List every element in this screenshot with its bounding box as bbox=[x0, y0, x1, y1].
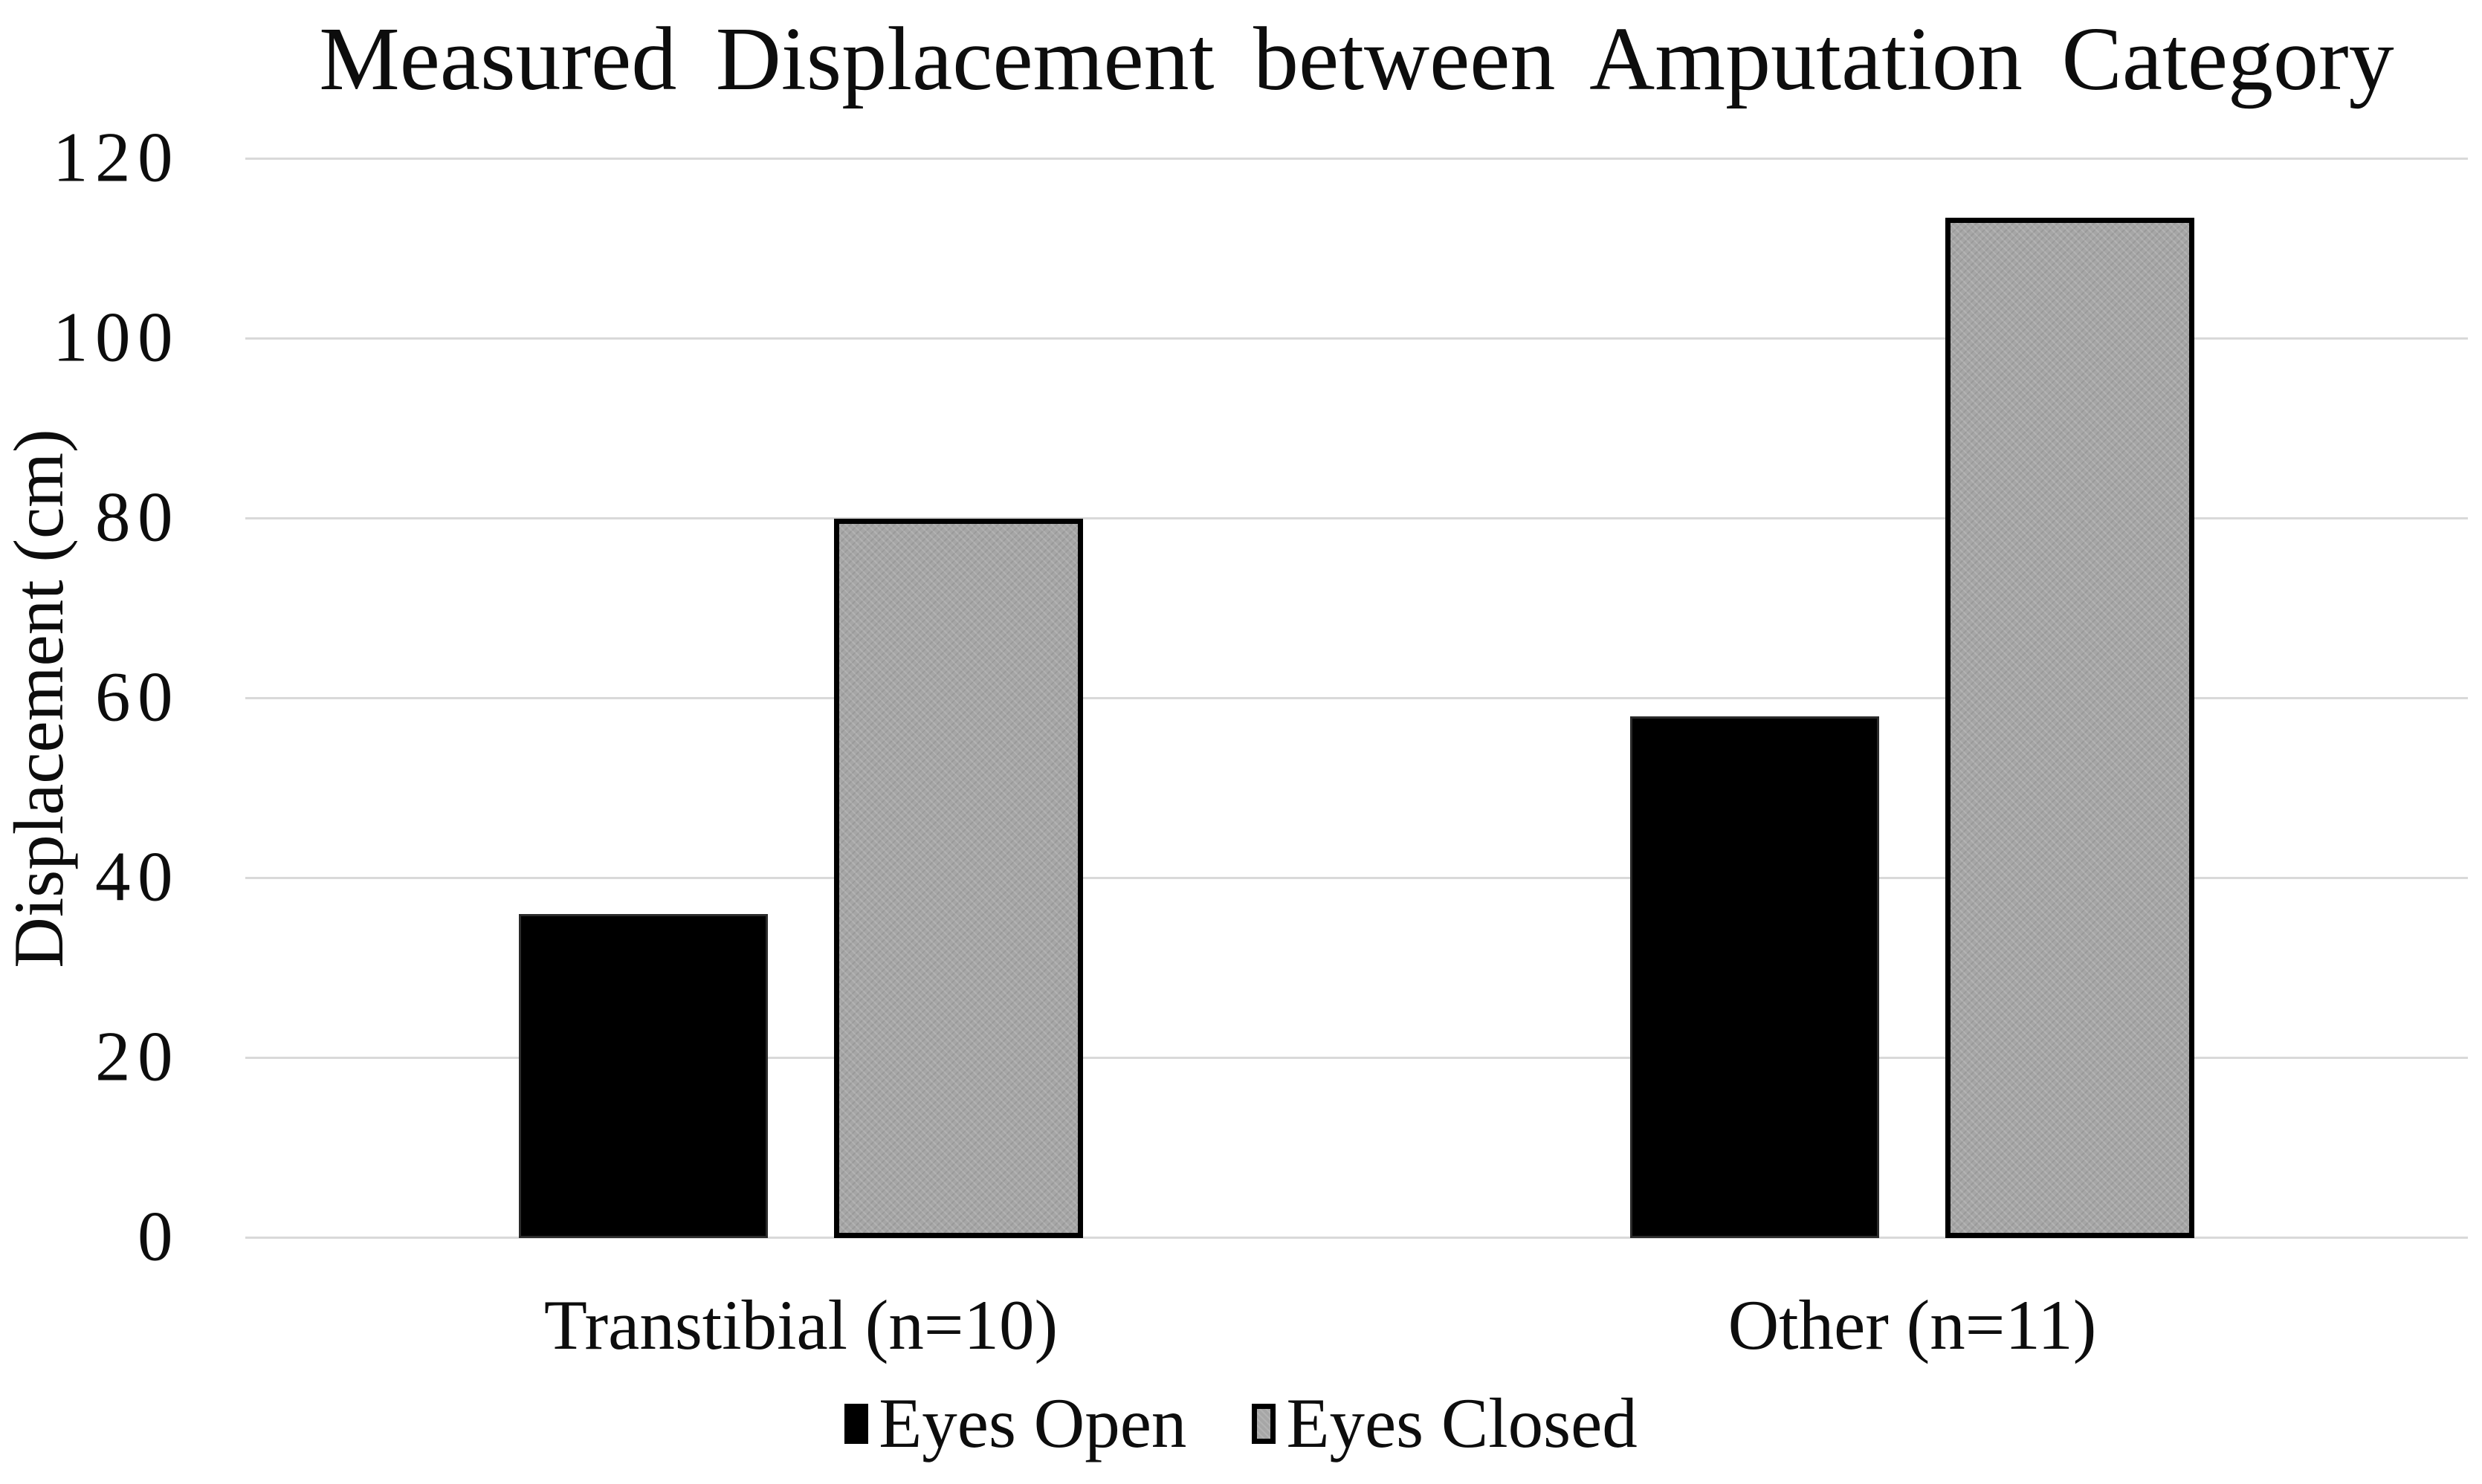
legend-item-eyes-closed: Eyes Closed bbox=[1252, 1384, 1638, 1462]
bar-transtibial-n-10-eyes-open bbox=[519, 914, 768, 1238]
gridline-20 bbox=[245, 1057, 2468, 1060]
y-tick-label-60: 60 bbox=[95, 657, 180, 736]
bar-other-n-11-eyes-closed bbox=[1945, 217, 2194, 1238]
legend-label-eyes-open: Eyes Open bbox=[879, 1384, 1187, 1462]
bar-other-n-11-eyes-open bbox=[1630, 716, 1879, 1238]
x-axis-label-other-n-11: Other (n=11) bbox=[1728, 1286, 2097, 1364]
legend-swatch-eyes-open bbox=[844, 1403, 869, 1444]
x-axis-label-transtibial-n-10: Transtibial (n=10) bbox=[543, 1286, 1059, 1364]
y-tick-label-100: 100 bbox=[53, 297, 180, 377]
plot-area bbox=[245, 158, 2468, 1239]
y-tick-label-80: 80 bbox=[95, 477, 180, 557]
legend-item-eyes-open: Eyes Open bbox=[844, 1388, 1186, 1459]
bar-transtibial-n-10-eyes-closed bbox=[834, 519, 1083, 1238]
gridline-60 bbox=[245, 697, 2468, 699]
gridline-0 bbox=[245, 1237, 2468, 1239]
legend: Eyes Open Eyes Closed bbox=[0, 1388, 2482, 1459]
y-tick-label-20: 20 bbox=[95, 1017, 180, 1096]
y-tick-label-0: 0 bbox=[138, 1196, 180, 1276]
y-tick-label-40: 40 bbox=[95, 837, 180, 916]
gridline-80 bbox=[245, 517, 2468, 520]
y-tick-label-120: 120 bbox=[53, 117, 180, 197]
gridline-40 bbox=[245, 877, 2468, 880]
gridline-120 bbox=[245, 158, 2468, 160]
gridline-100 bbox=[245, 337, 2468, 340]
y-axis-ticks: 0 20 40 60 80 100 120 bbox=[0, 0, 180, 1484]
legend-swatch-eyes-closed bbox=[1252, 1403, 1276, 1444]
chart-title: Measured Displacement between Amputation… bbox=[319, 9, 2394, 109]
legend-label-eyes-closed: Eyes Closed bbox=[1286, 1384, 1638, 1462]
